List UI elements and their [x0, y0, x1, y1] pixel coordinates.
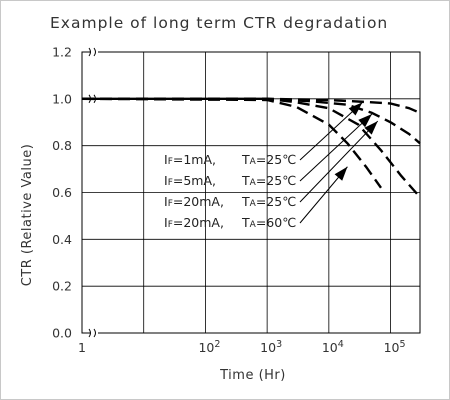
curves	[81, 97, 421, 198]
y-tick-label: 0.2	[52, 279, 72, 294]
arrow-line-2	[299, 113, 373, 182]
arrow-head-4	[334, 166, 348, 181]
y-axis-label: CTR (Relative Value)	[20, 144, 35, 287]
x-tick-label: 102	[198, 339, 220, 355]
y-tick-label: 0.0	[52, 326, 72, 341]
y-tick-label: 1.0	[52, 91, 72, 106]
legend-temp-1: TA=25℃	[241, 152, 296, 167]
arrow-head-1	[348, 102, 363, 116]
plot-border	[81, 51, 421, 334]
x-tick-label: 105	[384, 339, 406, 355]
y-tick-label: 1.2	[52, 45, 72, 60]
series-line-3	[82, 97, 421, 198]
x-axis-label: Time (Hr)	[219, 368, 286, 383]
y-tick-label: 0.4	[52, 232, 72, 247]
y-tick-label: 0.6	[52, 185, 72, 200]
x-tick-label: 104	[322, 339, 344, 355]
legend-temp-4: TA=60℃	[241, 215, 296, 230]
y-tick-label: 0.8	[52, 138, 72, 153]
legend-temp-3: TA=25℃	[241, 194, 296, 209]
arrow-line-1	[299, 101, 363, 161]
series-line-2	[82, 97, 421, 145]
tick-labels: 0.0 0.2 0.4 0.6 0.8 1.0 1.2 1 102 103 104 105	[52, 45, 405, 356]
chart-title: Example of long term CTR degradation	[50, 14, 388, 32]
axis-break-mark	[88, 328, 96, 338]
axis-break-gap	[90, 48, 98, 56]
arrow-head-3	[364, 121, 378, 135]
axis-break-gap	[90, 329, 98, 337]
arrow-head-2	[358, 114, 372, 128]
legend-entry-1: IF=1mA,	[164, 152, 216, 167]
x-tick-label: 103	[260, 339, 282, 355]
legend-temp-2: TA=25℃	[241, 173, 296, 188]
axis-break-mark	[88, 47, 96, 57]
legend-entry-4: IF=20mA,	[164, 215, 224, 230]
grid	[81, 47, 421, 338]
legend-entry-2: IF=5mA,	[164, 173, 216, 188]
legend: IF=1mA, TA=25℃ IF=5mA, TA=25℃ IF=20mA, TA=25℃…	[164, 152, 296, 230]
legend-arrows	[299, 101, 379, 224]
arrow-line-3	[299, 120, 379, 203]
legend-entry-3: IF=20mA,	[164, 194, 224, 209]
x-tick-label: 1	[78, 340, 86, 355]
